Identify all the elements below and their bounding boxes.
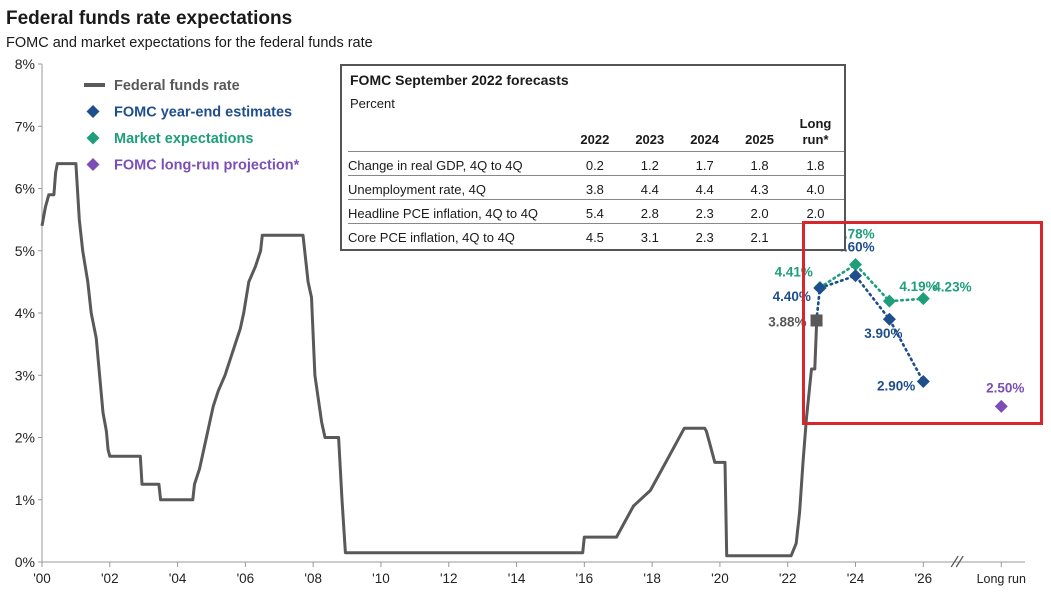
x-axis: '00 '02 '04 '06 '08 '10 '12 '14 '16 '18 '20 '22 '24 '… xyxy=(33,555,1026,586)
table-row-label: Unemployment rate, 4Q xyxy=(348,175,568,200)
table-cell: 4.4 xyxy=(622,175,678,200)
table-header-cell: 2024 xyxy=(677,116,733,152)
forecast-table-title: FOMC September 2022 forecasts xyxy=(350,72,569,88)
y-tick-label: 5% xyxy=(15,243,35,259)
longrun-header-line2: run* xyxy=(802,132,829,147)
forecast-table: 2022 2023 2024 2025 Long run* Change in … xyxy=(348,116,844,247)
table-header-blank xyxy=(348,116,568,152)
table-header-row: 2022 2023 2024 2025 Long run* xyxy=(348,116,844,152)
x-tick-label: '22 xyxy=(779,571,797,586)
fomc-estimate-point xyxy=(849,269,863,283)
axis-break-mark xyxy=(955,555,964,568)
y-tick-label: 8% xyxy=(15,56,35,72)
table-row-label: Core PCE inflation, 4Q to 4Q xyxy=(348,229,515,245)
market-expectation-label: 4.23% xyxy=(933,280,971,295)
table-header-cell: 2023 xyxy=(622,116,678,152)
x-tick-label: '10 xyxy=(372,571,390,586)
y-tick-label: 3% xyxy=(15,367,35,383)
market-expectation-point xyxy=(849,257,863,271)
fomc-estimate-label: 2.90% xyxy=(877,378,915,393)
fomc-estimate-point xyxy=(916,374,930,388)
legend-label: FOMC long-run projection* xyxy=(114,158,300,174)
table-row: Core PCE inflation, 4Q to 4Q 4.5 3.1 2.3… xyxy=(348,224,844,248)
y-axis: 0% 1% 2% 3% 4% 5% 6% 7% 8% xyxy=(15,56,43,570)
table-cell: 4.4 xyxy=(677,175,733,200)
legend-diamond-swatch xyxy=(86,158,100,171)
fomc-estimate-point xyxy=(813,281,827,295)
table-cell: 1.2 xyxy=(622,151,678,176)
y-tick-label: 4% xyxy=(15,305,35,321)
table-cell: 2.8 xyxy=(622,199,678,224)
table-cell: 2.1 xyxy=(750,229,769,245)
y-tick-label: 7% xyxy=(15,118,35,134)
fomc-estimate-label: 3.90% xyxy=(864,326,902,341)
x-tick-label: '06 xyxy=(237,571,255,586)
axis-break-mark xyxy=(950,555,959,568)
table-cell: 2.0 xyxy=(787,199,844,224)
fed-funds-rate-line xyxy=(40,162,818,558)
table-cell: 1.7 xyxy=(677,151,733,176)
table-header-cell: 2022 xyxy=(567,116,623,152)
y-tick-label: 6% xyxy=(15,181,35,197)
table-row: Headline PCE inflation, 4Q to 4Q 5.4 2.8… xyxy=(348,199,844,224)
x-tick-label: '24 xyxy=(847,571,865,586)
forecast-table-units: Percent xyxy=(350,96,395,111)
x-tick-label: '20 xyxy=(711,571,729,586)
longrun-header-line1: Long xyxy=(799,116,832,131)
x-tick-label: '26 xyxy=(915,571,933,586)
fomc-estimate-label: 4.40% xyxy=(773,289,811,304)
table-cell: 3.1 xyxy=(640,229,659,245)
series-layer xyxy=(40,162,1008,558)
x-tick-label-longrun: Long run xyxy=(977,572,1026,586)
forecast-table-box: FOMC September 2022 forecasts Percent 20… xyxy=(340,64,846,251)
current-rate-label: 3.88% xyxy=(768,314,806,329)
legend-diamond-swatch xyxy=(86,131,100,145)
table-row-label: Headline PCE inflation, 4Q to 4Q xyxy=(348,199,568,224)
x-tick-label: '04 xyxy=(169,571,187,586)
chart-title: Federal funds rate expectations xyxy=(6,8,293,29)
table-cell: 4.0 xyxy=(787,175,844,200)
table-cell: 1.8 xyxy=(732,151,787,176)
legend: Federal funds rate FOMC year-end estimate… xyxy=(84,78,300,174)
current-rate-marker xyxy=(810,314,823,327)
market-expectation-point xyxy=(882,294,896,308)
y-tick-label: 1% xyxy=(15,492,35,508)
table-header-longrun: Long run* xyxy=(787,116,844,152)
legend-label: FOMC year-end estimates xyxy=(114,105,292,121)
x-tick-label: '02 xyxy=(101,571,119,586)
x-tick-label: '16 xyxy=(576,571,594,586)
x-tick-label: '14 xyxy=(508,571,526,586)
table-cell: 1.8 xyxy=(787,151,844,176)
table-cell: 3.8 xyxy=(567,175,623,200)
table-cell: 5.4 xyxy=(567,199,623,224)
x-tick-label: '08 xyxy=(304,571,322,586)
table-cell: 4.5 xyxy=(585,229,604,245)
market-expectation-label: 4.19% xyxy=(899,279,937,294)
legend-label: Federal funds rate xyxy=(114,78,240,94)
table-row: Unemployment rate, 4Q 3.8 4.4 4.4 4.3 4.… xyxy=(348,175,844,200)
y-tick-label: 0% xyxy=(15,554,35,570)
longrun-projection-label: 2.50% xyxy=(986,380,1024,395)
market-expectation-point xyxy=(916,292,930,306)
table-cell: 2.3 xyxy=(695,229,714,245)
x-tick-label: '12 xyxy=(440,571,458,586)
x-tick-label: '00 xyxy=(33,571,51,586)
table-cell: 0.2 xyxy=(567,151,623,176)
table-cell: 2.0 xyxy=(732,199,787,224)
table-header-cell: 2025 xyxy=(732,116,787,152)
longrun-projection-point xyxy=(994,399,1008,413)
table-cell: 2.3 xyxy=(677,199,733,224)
y-tick-label: 2% xyxy=(15,430,35,446)
legend-label: Market expectations xyxy=(114,131,253,147)
x-tick-label: '18 xyxy=(643,571,661,586)
projection-highlight-box xyxy=(802,221,1043,425)
fomc-estimate-point xyxy=(882,312,896,326)
table-cell: 4.3 xyxy=(732,175,787,200)
table-row: Change in real GDP, 4Q to 4Q 0.2 1.2 1.7… xyxy=(348,151,844,176)
table-row-label: Change in real GDP, 4Q to 4Q xyxy=(348,151,568,176)
legend-diamond-swatch xyxy=(86,105,100,118)
chart-subtitle: FOMC and market expectations for the fed… xyxy=(6,35,373,51)
